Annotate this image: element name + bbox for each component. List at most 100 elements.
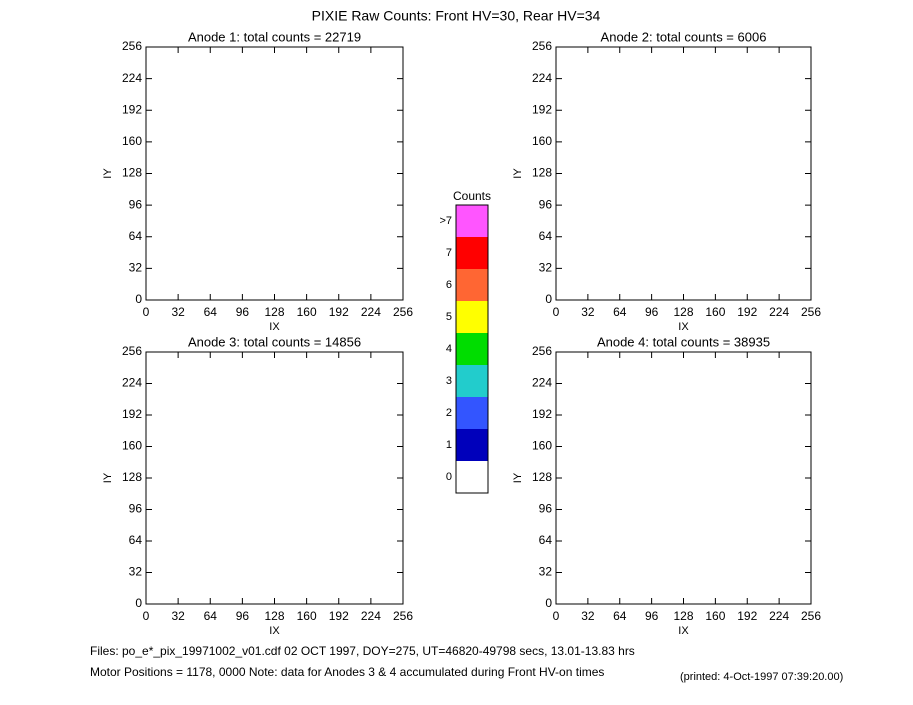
y-tick-label: 64 (129, 229, 143, 243)
colorbar-label: 1 (446, 439, 452, 451)
x-tick-label: 224 (361, 609, 381, 623)
y-axis-label: IY (512, 168, 524, 179)
x-tick-label: 224 (361, 305, 381, 319)
y-tick-label: 32 (129, 261, 143, 275)
x-tick-label: 192 (737, 305, 757, 319)
x-tick-label: 96 (236, 609, 250, 623)
y-tick-label: 128 (532, 166, 552, 180)
x-tick-label: 32 (171, 305, 185, 319)
y-tick-label: 224 (122, 71, 142, 85)
panel-title: Anode 3: total counts = 14856 (188, 334, 361, 349)
x-tick-label: 0 (143, 305, 150, 319)
y-tick-label: 160 (532, 134, 552, 148)
x-tick-label: 256 (801, 609, 821, 623)
y-tick-label: 64 (539, 229, 553, 243)
y-tick-label: 96 (539, 197, 553, 211)
y-tick-label: 32 (129, 565, 143, 579)
colorbar-label: >7 (439, 215, 452, 227)
y-tick-label: 256 (122, 39, 142, 53)
x-tick-label: 32 (581, 609, 595, 623)
footer-motor: Motor Positions = 1178, 0000 Note: data … (90, 665, 604, 679)
x-tick-label: 160 (705, 609, 725, 623)
plot-frame (145, 351, 404, 605)
colorbar-swatch (456, 333, 488, 365)
page-title: PIXIE Raw Counts: Front HV=30, Rear HV=3… (312, 8, 601, 24)
x-tick-label: 256 (393, 305, 413, 319)
colorbar-swatch (456, 429, 488, 461)
x-tick-label: 160 (297, 305, 317, 319)
colorbar-swatch (456, 205, 488, 237)
y-tick-label: 32 (539, 565, 553, 579)
x-tick-label: 64 (613, 609, 627, 623)
footer-printed: (printed: 4-Oct-1997 07:39:20.00) (680, 671, 843, 683)
y-axis-label: IY (102, 472, 114, 483)
x-tick-label: 192 (737, 609, 757, 623)
x-tick-label: 128 (673, 305, 693, 319)
y-tick-label: 64 (539, 533, 553, 547)
colorbar-frame (455, 204, 489, 494)
y-tick-label: 128 (122, 166, 142, 180)
y-tick-label: 192 (122, 102, 142, 116)
x-tick-label: 32 (171, 609, 185, 623)
x-tick-label: 96 (236, 305, 250, 319)
x-tick-label: 64 (204, 609, 218, 623)
x-tick-label: 128 (264, 609, 284, 623)
y-tick-label: 224 (532, 376, 552, 390)
panel-title: Anode 1: total counts = 22719 (188, 29, 361, 44)
x-tick-label: 96 (645, 609, 659, 623)
y-tick-label: 160 (122, 134, 142, 148)
y-tick-label: 256 (532, 344, 552, 358)
x-axis-label: IX (678, 321, 689, 333)
plot-frame (145, 46, 404, 301)
x-tick-label: 160 (297, 609, 317, 623)
y-tick-label: 0 (545, 596, 552, 610)
colorbar-label: 0 (446, 471, 452, 483)
y-tick-label: 256 (122, 344, 142, 358)
y-tick-label: 96 (539, 502, 553, 516)
colorbar-label: 5 (446, 311, 452, 323)
plot-frame (555, 46, 812, 301)
x-tick-label: 0 (143, 609, 150, 623)
x-tick-label: 256 (801, 305, 821, 319)
y-axis-label: IY (102, 168, 114, 179)
x-tick-label: 64 (613, 305, 627, 319)
y-tick-label: 0 (135, 596, 142, 610)
colorbar-label: 2 (446, 407, 452, 419)
y-tick-label: 64 (129, 533, 143, 547)
y-tick-label: 256 (532, 39, 552, 53)
y-tick-label: 96 (129, 197, 143, 211)
x-tick-label: 0 (553, 305, 560, 319)
footer-files: Files: po_e*_pix_19971002_v01.cdf 02 OCT… (90, 644, 635, 658)
colorbar-swatch (456, 397, 488, 429)
x-axis-label: IX (678, 625, 689, 637)
colorbar-swatch (456, 301, 488, 333)
x-axis-label: IX (269, 625, 280, 637)
y-axis-label: IY (512, 472, 524, 483)
y-tick-label: 224 (122, 376, 142, 390)
colorbar-label: 6 (446, 279, 452, 291)
colorbar-label: 3 (446, 375, 452, 387)
panel-title: Anode 4: total counts = 38935 (597, 334, 770, 349)
y-tick-label: 160 (532, 439, 552, 453)
x-tick-label: 160 (705, 305, 725, 319)
x-tick-label: 224 (769, 305, 789, 319)
colorbar-label: 4 (446, 343, 452, 355)
y-tick-label: 192 (122, 407, 142, 421)
x-tick-label: 256 (393, 609, 413, 623)
colorbar-swatch (456, 237, 488, 269)
x-tick-label: 96 (645, 305, 659, 319)
y-tick-label: 128 (532, 470, 552, 484)
plot-frame (555, 351, 812, 605)
x-tick-label: 128 (264, 305, 284, 319)
colorbar-swatch (456, 365, 488, 397)
x-tick-label: 224 (769, 609, 789, 623)
y-tick-label: 160 (122, 439, 142, 453)
panel-title: Anode 2: total counts = 6006 (601, 29, 767, 44)
x-tick-label: 64 (204, 305, 218, 319)
x-tick-label: 32 (581, 305, 595, 319)
y-tick-label: 0 (545, 292, 552, 306)
x-tick-label: 192 (329, 609, 349, 623)
x-axis-label: IX (269, 321, 280, 333)
y-tick-label: 128 (122, 470, 142, 484)
